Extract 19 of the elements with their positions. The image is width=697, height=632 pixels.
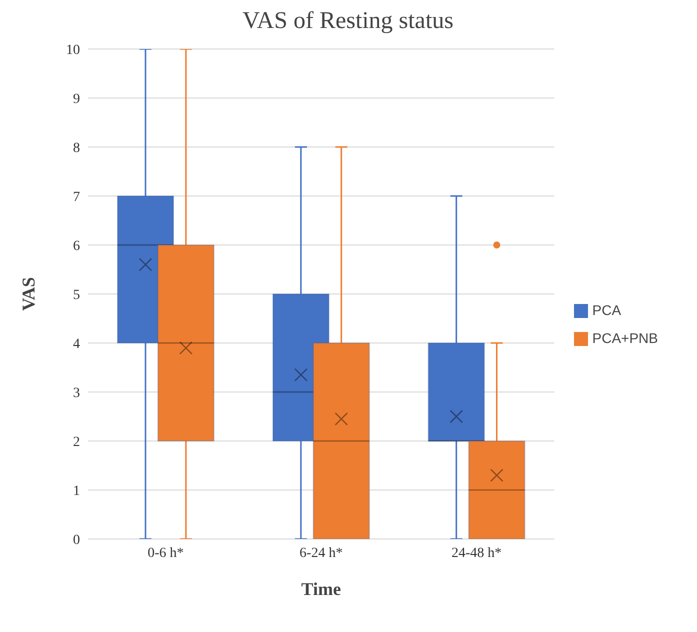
legend-label: PCA+PNB	[592, 330, 658, 346]
legend-label: PCA	[592, 302, 622, 318]
y-tick-label: 0	[73, 532, 80, 548]
chart-title: VAS of Resting status	[242, 8, 454, 35]
y-tick-label: 3	[73, 386, 80, 401]
y-tick-label: 6	[73, 238, 80, 254]
y-tick-label: 5	[73, 288, 80, 303]
y-tick-label: 1	[73, 484, 80, 499]
y-tick-label: 7	[73, 190, 80, 205]
y-axis-title: VAS	[18, 277, 38, 311]
x-axis-title: Time	[301, 579, 341, 599]
y-tick-label: 10	[66, 42, 80, 58]
x-tick-label: 24-48 h*	[451, 546, 502, 561]
y-tick-label: 4	[73, 336, 80, 352]
y-tick-label: 9	[73, 92, 80, 107]
x-tick-label: 6-24 h*	[300, 546, 343, 561]
y-tick-label: 2	[73, 434, 80, 450]
x-tick-label: 0-6 h*	[148, 546, 184, 561]
y-tick-label: 8	[73, 140, 80, 156]
